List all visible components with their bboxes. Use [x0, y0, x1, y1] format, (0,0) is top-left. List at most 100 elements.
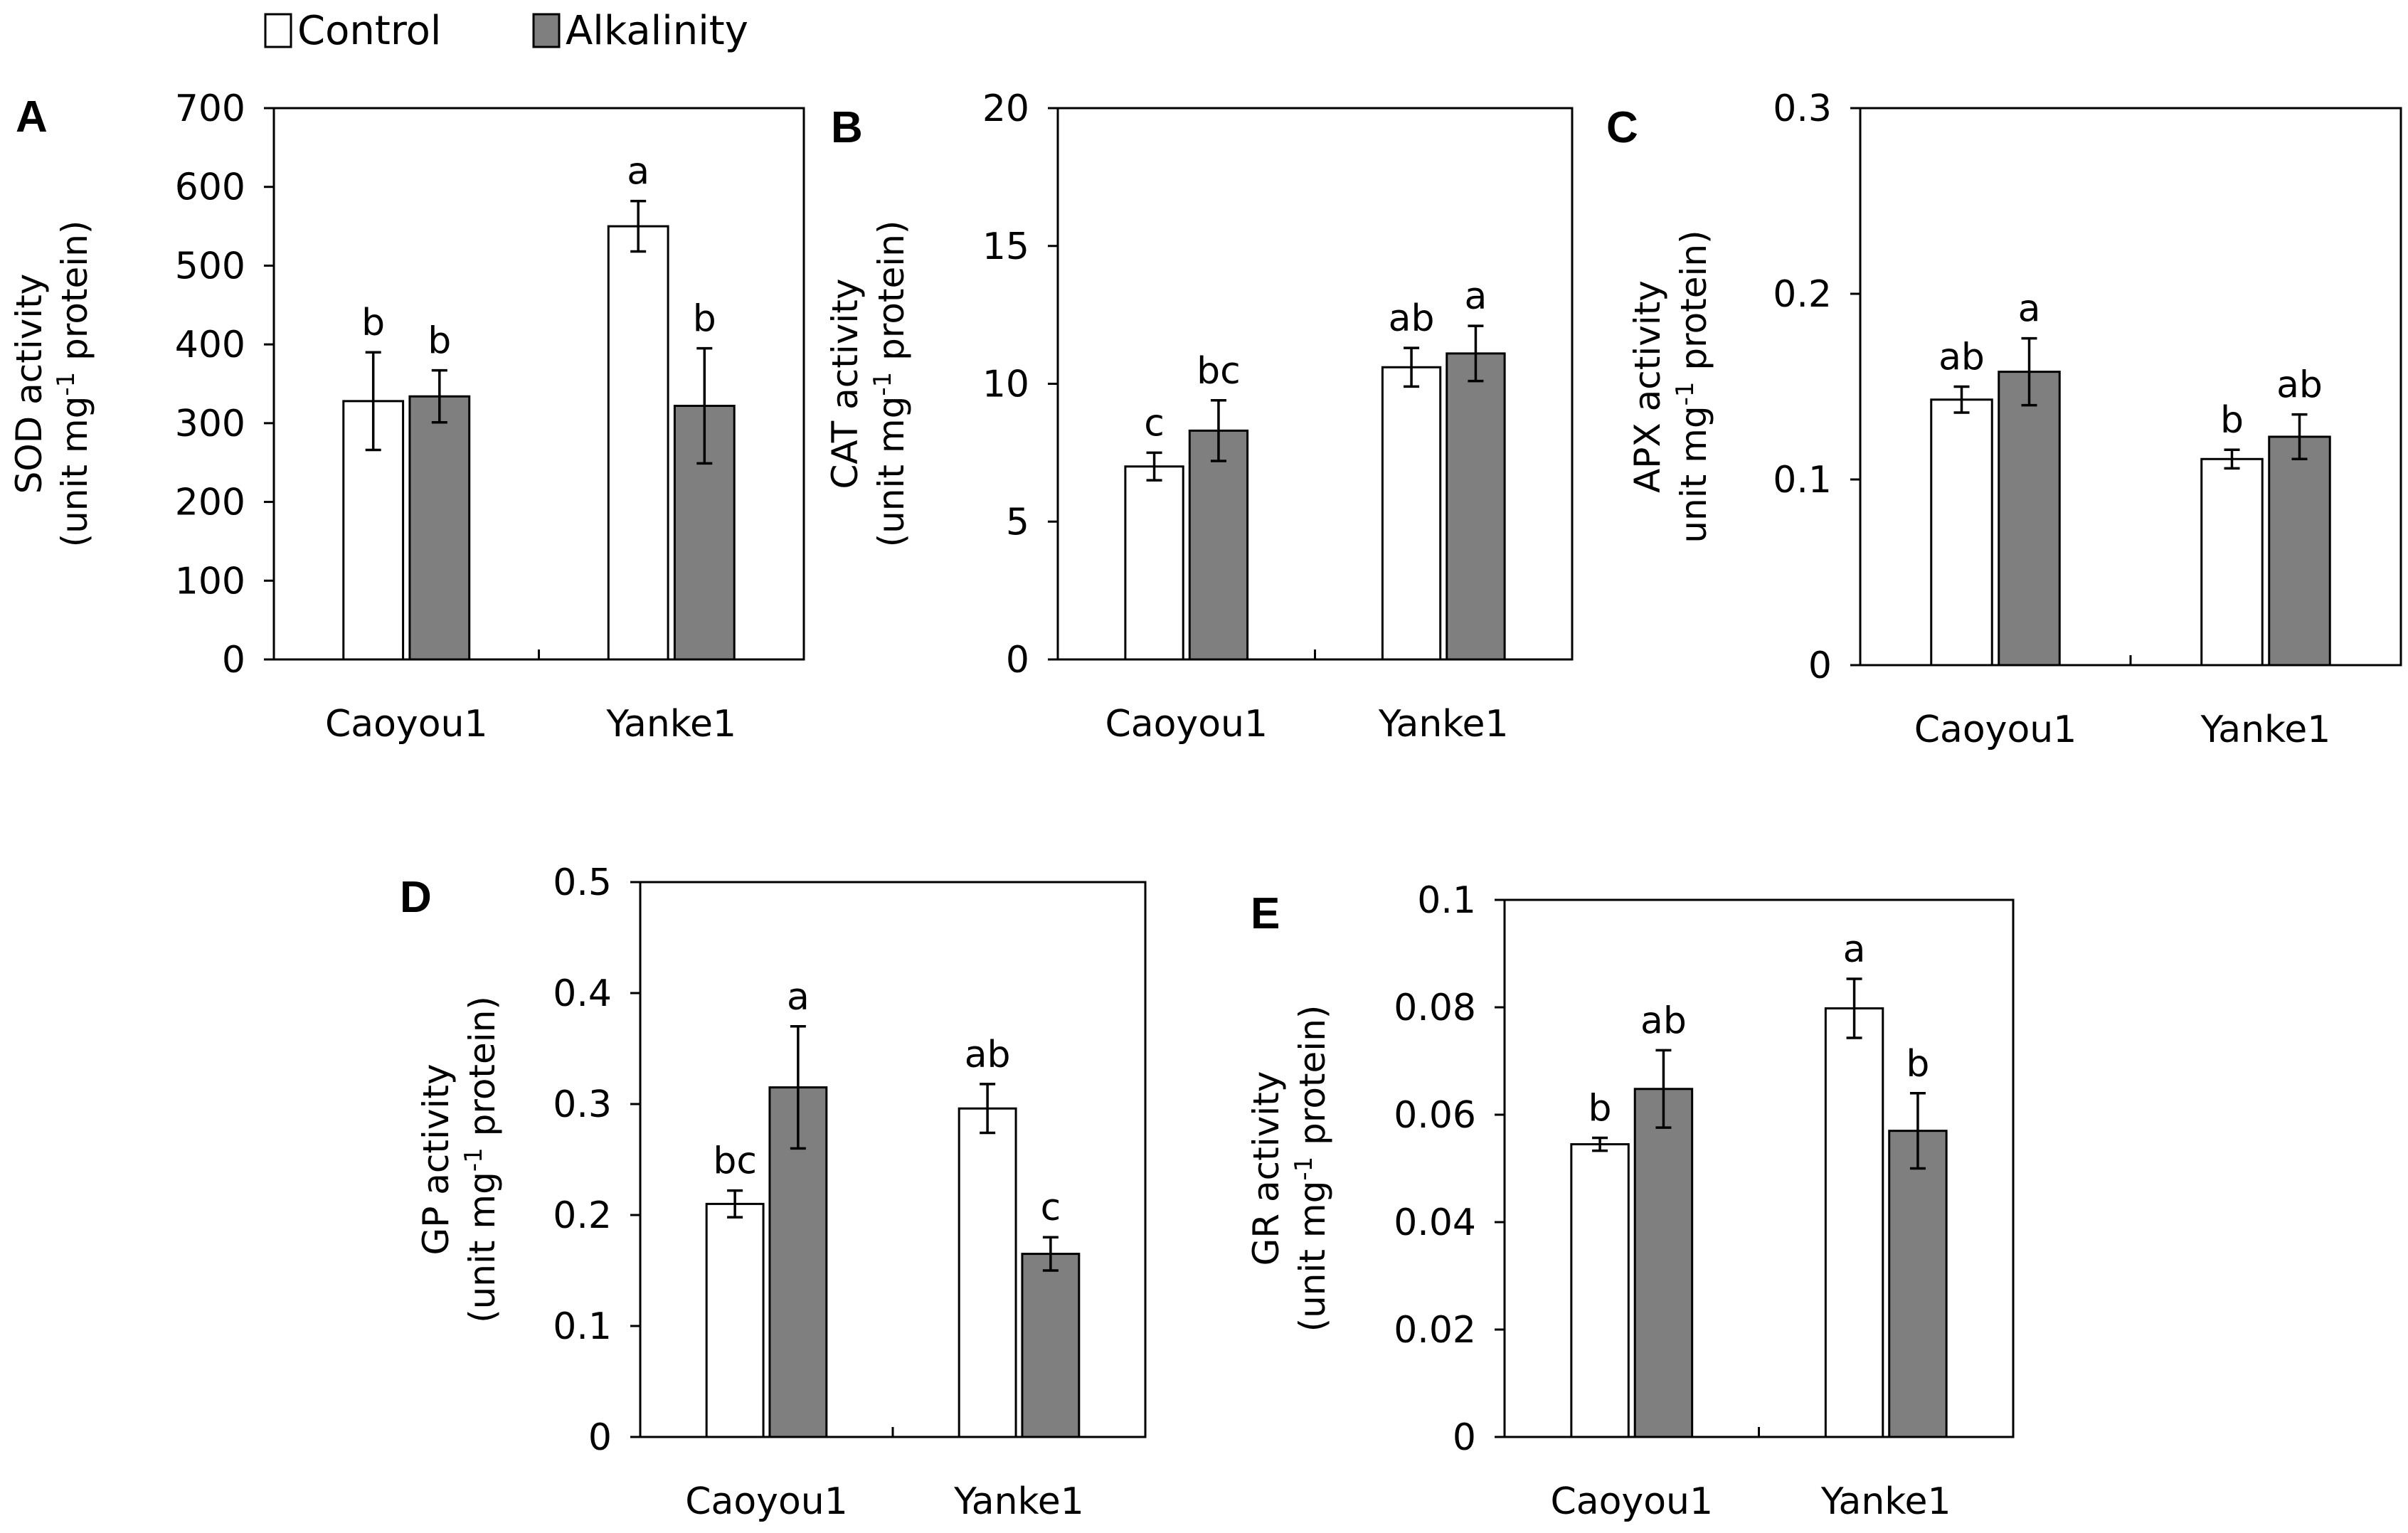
- x-category-label: Yanke1: [953, 1480, 1084, 1523]
- chart-panel-b: B 0 5 10 15 20 cbc Caoyou1 aba Yanke1 CAT activity…: [824, 87, 1574, 746]
- y-tick-label: 5: [1006, 501, 1029, 543]
- significance-letter: bc: [713, 1140, 757, 1183]
- significance-letter: b: [1588, 1087, 1612, 1130]
- y-axis-unit: (unit mg-1 protein): [52, 221, 95, 548]
- panel-letter-c: C: [1606, 103, 1638, 152]
- significance-letter: a: [787, 976, 810, 1019]
- x-category-label: Yanke1: [1820, 1480, 1951, 1523]
- y-tick-label: 0: [588, 1416, 612, 1459]
- y-tick-label: 0.08: [1394, 987, 1476, 1029]
- x-category-label: Caoyou1: [685, 1480, 848, 1523]
- legend-swatch-alkalinity: [532, 13, 561, 48]
- significance-letter: b: [1906, 1043, 1929, 1086]
- y-tick-label: 0.3: [553, 1083, 612, 1126]
- y-tick-label: 0: [1453, 1416, 1476, 1459]
- panel-letter-b: B: [831, 103, 863, 152]
- x-category-label: Caoyou1: [1550, 1480, 1713, 1523]
- bar-alkalinity-yanke1: [1888, 1130, 1948, 1438]
- significance-letter: b: [361, 302, 385, 344]
- significance-letter: a: [2018, 288, 2041, 331]
- significance-letter: bc: [1197, 350, 1241, 393]
- y-tick-label: 200: [175, 482, 245, 524]
- bar-alkalinity-yanke1: [2268, 435, 2331, 667]
- significance-letter: ab: [2276, 364, 2323, 407]
- bar-alkalinity-caoyou1: [408, 395, 471, 661]
- significance-letter: b: [428, 320, 451, 363]
- bar-control-caoyou1: [1124, 465, 1184, 661]
- y-axis-title: GP activity: [415, 1063, 457, 1255]
- y-tick-label: 0.3: [1773, 87, 1832, 130]
- bar-alkalinity-yanke1: [1021, 1253, 1081, 1438]
- y-axis-title: GR activity: [1246, 1071, 1287, 1266]
- legend-swatch-control: [264, 13, 292, 48]
- y-tick-label: 600: [175, 166, 245, 209]
- significance-letter: c: [1041, 1187, 1061, 1229]
- y-tick-label: 300: [175, 403, 245, 445]
- legend-label-alkalinity: Alkalinity: [566, 8, 748, 54]
- significance-letter: ab: [1938, 336, 1985, 379]
- y-tick-label: 0: [1006, 639, 1029, 681]
- bar-control-yanke1: [607, 225, 669, 661]
- y-tick-label: 0.1: [553, 1305, 612, 1348]
- bar-control-caoyou1: [1570, 1143, 1630, 1438]
- bar-control-yanke1: [1381, 366, 1442, 661]
- y-tick-label: 0.5: [553, 861, 612, 904]
- chart-panel-a: A 0 100 200 300 400 500 600 700 b b Caoyou1 a b Yanke1…: [9, 87, 805, 746]
- y-tick-label: 0.06: [1394, 1094, 1476, 1137]
- bar-alkalinity-yanke1: [1446, 352, 1506, 661]
- significance-letter: ab: [1640, 999, 1687, 1042]
- panel-letter-e: E: [1251, 889, 1280, 938]
- bar-alkalinity-caoyou1: [1188, 429, 1249, 661]
- y-axis-title: CAT activity: [824, 279, 866, 489]
- legend-label-control: Control: [297, 8, 441, 54]
- y-tick-label: 20: [982, 87, 1029, 130]
- y-tick-label: 0: [1808, 645, 1832, 687]
- significance-letter: a: [627, 151, 649, 193]
- chart-panel-e: E00.020.040.060.080.1babCaoyou1abYanke1G…: [1246, 879, 2015, 1523]
- bar-control-yanke1: [2200, 457, 2264, 667]
- y-tick-label: 10: [982, 364, 1029, 406]
- y-tick-label: 0.04: [1394, 1202, 1476, 1244]
- bar-control-yanke1: [1824, 1007, 1884, 1438]
- y-tick-label: 400: [175, 324, 245, 366]
- chart-panel-d: D 0 0.1 0.2 0.3 0.4 0.5 bc a Caoyou1 ab c Yanke1 GP a…: [400, 861, 1147, 1523]
- significance-letter: ab: [965, 1034, 1011, 1076]
- y-tick-label: 700: [175, 87, 245, 130]
- y-tick-label: 0.1: [1773, 459, 1832, 502]
- legend: Control Alkalinity: [264, 8, 748, 54]
- y-axis-unit: unit mg-1 protein): [1671, 230, 1714, 543]
- significance-letter: a: [1465, 275, 1487, 318]
- significance-letter: ab: [1389, 297, 1435, 340]
- bar-alkalinity-caoyou1: [1633, 1088, 1694, 1438]
- y-axis-unit: (unit mg-1 protein): [1290, 1005, 1333, 1332]
- x-category-label: Caoyou1: [325, 703, 488, 746]
- y-tick-label: 0.2: [553, 1194, 612, 1237]
- y-tick-label: 500: [175, 245, 245, 287]
- y-tick-label: 0.1: [1417, 879, 1476, 922]
- bar-control-caoyou1: [705, 1202, 765, 1438]
- panel-letter-d: D: [400, 873, 432, 922]
- significance-letter: c: [1144, 402, 1165, 445]
- x-category-label: Caoyou1: [1105, 703, 1268, 746]
- significance-letter: b: [2220, 399, 2244, 442]
- bar-alkalinity-caoyou1: [1998, 371, 2061, 667]
- y-tick-label: 100: [175, 560, 245, 603]
- y-tick-label: 0.2: [1773, 273, 1832, 316]
- y-axis-unit: (unit mg-1 protein): [460, 996, 503, 1323]
- significance-letter: b: [693, 298, 716, 341]
- y-tick-label: 0.4: [553, 972, 612, 1015]
- x-category-label: Yanke1: [1378, 703, 1509, 746]
- y-axis-title: SOD activity: [9, 274, 50, 494]
- y-tick-label: 15: [982, 226, 1029, 268]
- panel-letter-a: A: [16, 92, 48, 142]
- y-tick-label: 0: [222, 639, 245, 681]
- x-category-label: Yanke1: [2200, 709, 2331, 751]
- x-category-label: Caoyou1: [1914, 709, 2077, 751]
- significance-letter: a: [1843, 928, 1866, 971]
- x-category-label: Yanke1: [605, 703, 736, 746]
- y-tick-label: 0.02: [1394, 1309, 1476, 1352]
- bar-control-caoyou1: [1930, 398, 1993, 667]
- y-axis-unit: (unit mg-1 protein): [869, 221, 912, 548]
